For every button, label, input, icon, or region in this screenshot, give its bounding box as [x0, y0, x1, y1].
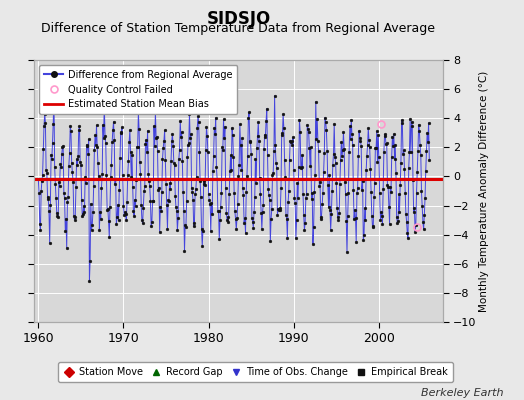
Y-axis label: Monthly Temperature Anomaly Difference (°C): Monthly Temperature Anomaly Difference (… — [479, 70, 489, 312]
Text: Difference of Station Temperature Data from Regional Average: Difference of Station Temperature Data f… — [41, 22, 435, 35]
Text: Berkeley Earth: Berkeley Earth — [421, 388, 503, 398]
Legend: Station Move, Record Gap, Time of Obs. Change, Empirical Break: Station Move, Record Gap, Time of Obs. C… — [58, 362, 453, 382]
Legend: Difference from Regional Average, Quality Control Failed, Estimated Station Mean: Difference from Regional Average, Qualit… — [39, 65, 237, 114]
Text: SIDSJO: SIDSJO — [206, 10, 270, 28]
